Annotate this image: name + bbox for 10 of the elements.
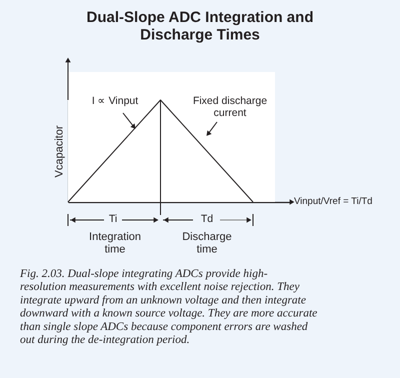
text: Td (200, 213, 214, 225)
text: Vinput/Vref = Ti/Td (294, 196, 372, 207)
text: Discharge time (182, 231, 232, 256)
text: Integration time (89, 231, 141, 256)
annotation: Fixed discharge current (192, 95, 268, 120)
chart-title: Dual-Slope ADC Integration and Discharge Times (86, 9, 314, 44)
caption: Fig. 2.03. Dual-slope integrating ADCs provide high-resolution measurements with excellent noise rejection. They integrate upward from an unknown voltage and then integrate downward with a known source voltage. They are more accurate than single slope ADCs because component errors are washed out during the de-integration period. (19, 268, 318, 346)
text: Ti (108, 213, 118, 225)
annotation: I ∝ Vinput (92, 95, 138, 107)
y-axis-title: Vcapacitor (54, 125, 66, 178)
